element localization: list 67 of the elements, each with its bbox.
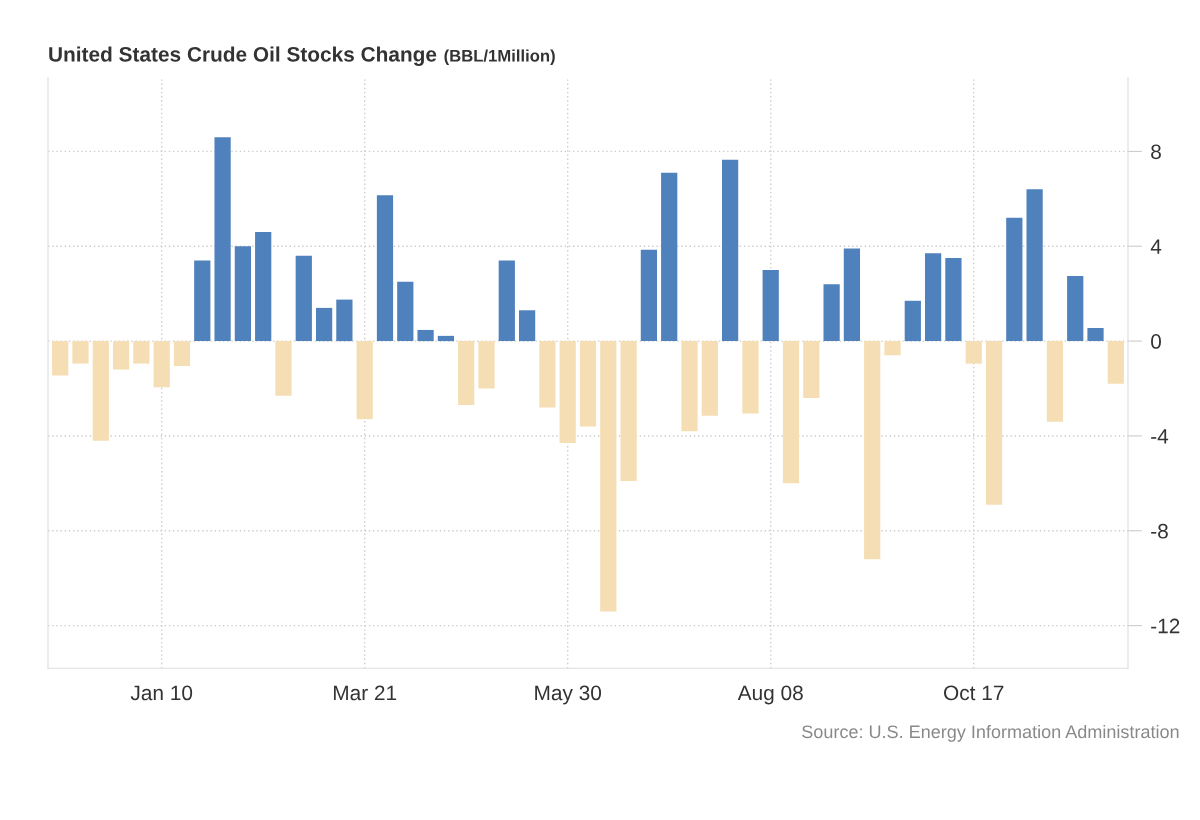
y-tick-label: 4: [1150, 239, 1162, 254]
y-tick-label: -8: [1151, 523, 1168, 539]
bar: [1107, 341, 1124, 384]
bar: [153, 341, 170, 388]
bar: [924, 253, 942, 342]
bar: [661, 172, 678, 342]
bar: [437, 335, 455, 342]
x-tick-label: May 30: [535, 685, 602, 705]
source-note: Source: U.S. Energy Information Administration: [802, 724, 1179, 742]
bar: [701, 341, 718, 416]
bar: [92, 341, 109, 441]
bar: [823, 284, 840, 342]
bar: [52, 341, 69, 376]
bar: [803, 341, 820, 398]
bar: [194, 260, 211, 342]
bar: [559, 341, 576, 444]
x-tick-label: Aug 08: [737, 685, 803, 705]
bar: [965, 341, 982, 364]
bar: [539, 341, 556, 408]
y-tick-label: -4: [1151, 429, 1169, 444]
bar: [518, 310, 536, 342]
bar: [112, 341, 130, 370]
y-tick-label: 0: [1151, 334, 1161, 349]
bar: [376, 195, 394, 342]
bar: [478, 341, 495, 389]
bar: [1026, 189, 1043, 342]
bar: [904, 300, 921, 342]
bar: [356, 341, 373, 420]
bar: [681, 341, 698, 432]
bar: [133, 341, 150, 364]
bar: [498, 260, 515, 342]
bar: [579, 341, 597, 427]
bar: [600, 341, 617, 612]
bar: [336, 299, 353, 342]
bar: [620, 341, 637, 481]
bar: [397, 281, 414, 342]
chart-subtitle: (BBL/1Million): [444, 49, 555, 65]
bar: [843, 248, 861, 342]
y-tick-label: 8: [1151, 144, 1161, 160]
bar: [214, 137, 231, 342]
x-tick-label: Oct 17: [944, 685, 1004, 701]
bar: [315, 307, 333, 342]
bar: [1087, 328, 1104, 342]
bar: [864, 341, 881, 560]
bar: [640, 249, 658, 342]
bar: [72, 341, 89, 364]
bar: [417, 329, 434, 342]
bar: [945, 258, 962, 342]
bar: [458, 341, 475, 406]
bar: [721, 159, 739, 342]
bar: [1046, 341, 1064, 422]
bar: [985, 341, 1003, 505]
bar: [234, 246, 252, 342]
bar: [255, 232, 272, 342]
bar: [173, 341, 191, 366]
y-tick-label: -12: [1151, 618, 1180, 634]
bar: [742, 341, 759, 414]
bar: [1006, 217, 1023, 342]
x-tick-label: Jan 10: [130, 685, 193, 701]
bar: [782, 341, 800, 484]
bar: [1067, 275, 1084, 342]
bar: [884, 341, 901, 356]
x-tick-label: Mar 21: [333, 685, 397, 701]
chart-title: United States Crude Oil Stocks Change: [49, 46, 437, 66]
bar: [275, 341, 292, 396]
bar: [762, 269, 779, 342]
bar: [295, 255, 312, 342]
